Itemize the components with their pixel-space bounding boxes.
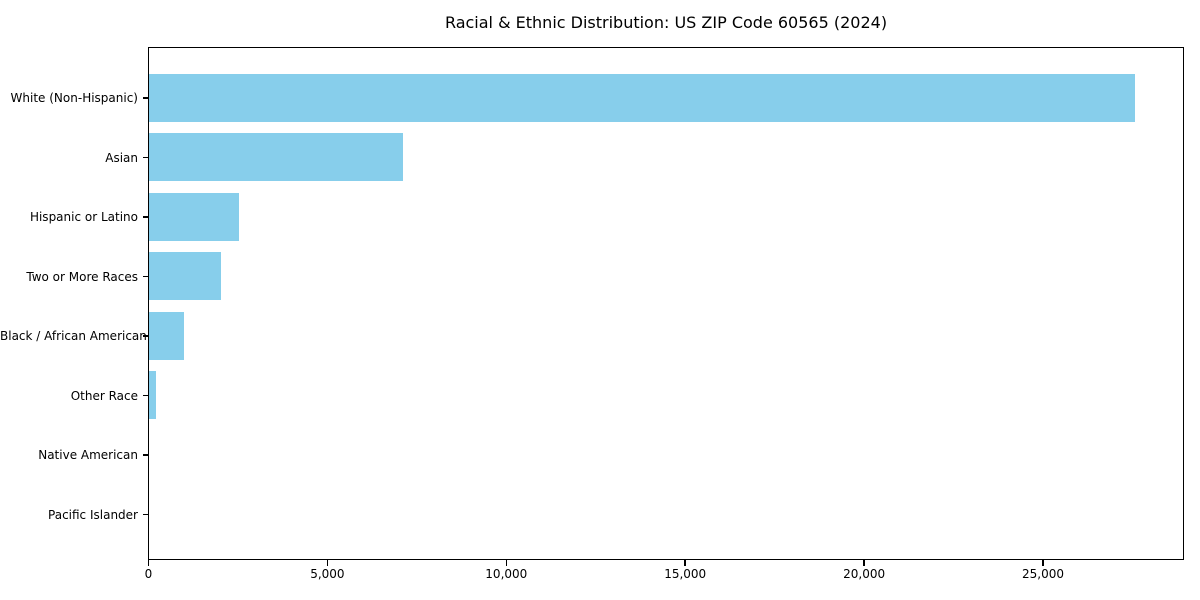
x-tick-label: 15,000 <box>664 567 707 581</box>
y-tick-label: Black / African American <box>0 329 147 343</box>
plot-area <box>148 47 1184 560</box>
x-tick-label: 0 <box>144 567 153 581</box>
x-tick-mark <box>863 560 865 566</box>
bar <box>149 133 404 181</box>
x-tick-label: 10,000 <box>485 567 528 581</box>
y-tick-mark <box>142 454 149 456</box>
y-tick-mark <box>142 394 149 397</box>
y-tick-mark <box>142 513 149 516</box>
y-tick-label: Pacific Islander <box>48 507 138 522</box>
bar <box>149 73 1136 122</box>
bar <box>149 311 185 360</box>
y-tick-label: Native American <box>38 448 138 462</box>
x-tick-mark <box>684 560 686 566</box>
x-tick-mark <box>1042 560 1044 566</box>
x-tick-label: 25,000 <box>1022 567 1065 581</box>
y-tick-mark <box>142 275 149 278</box>
bar <box>149 252 221 300</box>
bar <box>149 371 157 419</box>
y-tick-mark <box>142 97 149 99</box>
x-tick-label: 5,000 <box>310 567 345 581</box>
y-tick-label: Other Race <box>70 388 138 403</box>
y-tick-label: White (Non-Hispanic) <box>10 91 138 105</box>
y-tick-label: Asian <box>105 150 138 165</box>
x-tick-mark <box>147 560 150 566</box>
bar <box>149 192 239 241</box>
x-tick-mark <box>505 560 508 566</box>
y-tick-label: Hispanic or Latino <box>29 210 138 224</box>
x-tick-mark <box>326 560 329 566</box>
y-tick-label: Two or More Races <box>26 269 138 284</box>
y-tick-mark <box>142 216 149 218</box>
x-tick-label: 20,000 <box>843 567 886 581</box>
y-tick-mark <box>142 156 149 159</box>
y-tick-mark <box>142 335 149 337</box>
chart-title: Racial & Ethnic Distribution: US ZIP Cod… <box>444 13 888 32</box>
